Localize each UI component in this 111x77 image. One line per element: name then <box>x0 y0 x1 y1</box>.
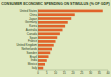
bar <box>38 32 60 35</box>
bar <box>38 67 43 70</box>
chart: CONSUMER ECONOMIC SPENDING ON STIMULUS (… <box>0 0 111 77</box>
bar <box>38 52 50 55</box>
x-tick-label: 5 <box>46 71 48 75</box>
bar <box>38 29 63 32</box>
x-tick-label: 30 <box>89 71 93 75</box>
x-tick-label: 35 <box>98 71 102 75</box>
bar <box>38 48 52 51</box>
x-tick-label: 0 <box>37 71 39 75</box>
x-tick-label: 40 <box>106 71 110 75</box>
bar <box>38 40 56 43</box>
x-tick-label: 25 <box>80 71 84 75</box>
x-tick-label: 20 <box>71 71 75 75</box>
bar <box>38 63 45 66</box>
bar <box>38 55 49 58</box>
bar <box>38 44 54 47</box>
bar <box>38 25 65 28</box>
bar <box>38 13 75 16</box>
bar <box>38 21 68 24</box>
x-tick-label: 15 <box>63 71 67 75</box>
category-label: Italy <box>32 66 38 70</box>
y-axis <box>38 9 39 70</box>
bar <box>38 59 47 62</box>
x-tick-label: 10 <box>54 71 58 75</box>
bar <box>38 17 71 20</box>
bar <box>38 10 103 13</box>
background <box>0 0 111 77</box>
bar <box>38 36 57 39</box>
title: CONSUMER ECONOMIC SPENDING ON STIMULUS (… <box>1 2 110 6</box>
